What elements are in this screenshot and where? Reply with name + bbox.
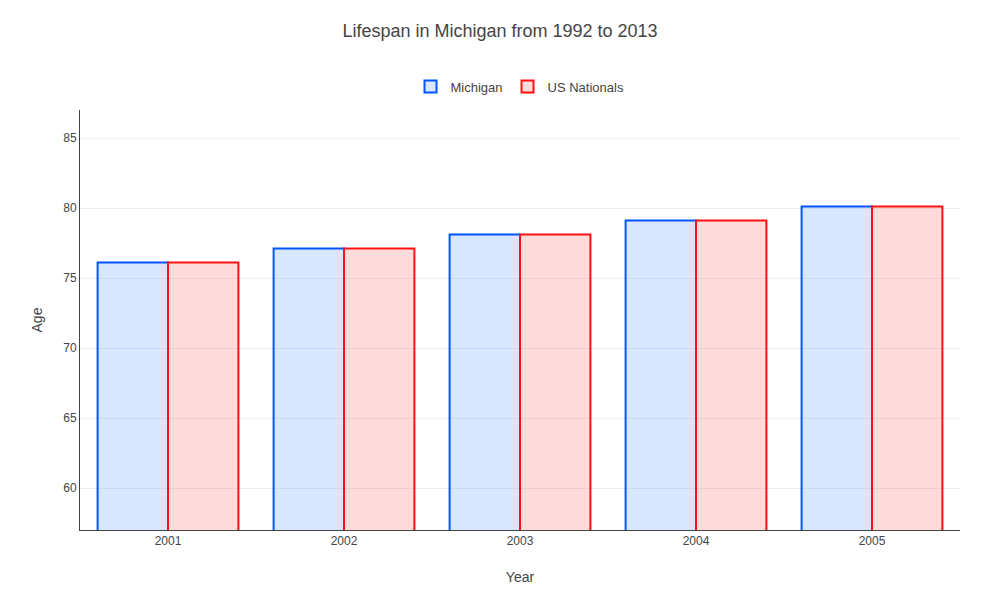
svg-text:2001: 2001 — [155, 534, 182, 548]
svg-text:85: 85 — [63, 131, 77, 145]
svg-text:2005: 2005 — [859, 534, 886, 548]
svg-text:80: 80 — [63, 201, 77, 215]
svg-text:Michigan: Michigan — [451, 80, 503, 95]
svg-text:60: 60 — [63, 481, 77, 495]
svg-text:US Nationals: US Nationals — [548, 80, 624, 95]
svg-text:2002: 2002 — [331, 534, 358, 548]
svg-text:2003: 2003 — [507, 534, 534, 548]
svg-text:Year: Year — [506, 569, 535, 585]
svg-text:Age: Age — [29, 307, 45, 332]
svg-text:70: 70 — [63, 341, 77, 355]
svg-text:2004: 2004 — [683, 534, 710, 548]
svg-text:65: 65 — [63, 411, 77, 425]
svg-text:Lifespan in Michigan from 1992: Lifespan in Michigan from 1992 to 2013 — [342, 21, 657, 41]
svg-text:75: 75 — [63, 271, 77, 285]
